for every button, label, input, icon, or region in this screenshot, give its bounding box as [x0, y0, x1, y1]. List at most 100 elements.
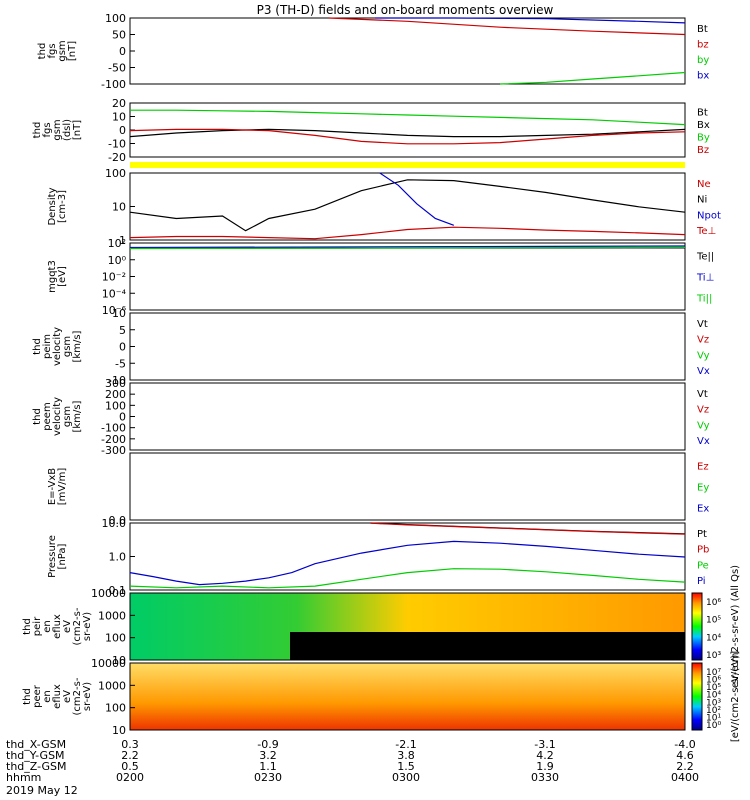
fgs_gsm-legend-bz: bz	[697, 39, 709, 50]
pressure-series-Pb	[370, 522, 686, 535]
density-legend-Ne: Ne	[697, 179, 711, 190]
temperature-ytick-4: 10⁻⁶	[102, 304, 127, 317]
peir_eflux-cbar-tick-1: 10⁵	[706, 616, 721, 626]
peem_velocity-ytick-1: 200	[105, 388, 126, 401]
xaxis-value-0-1: -0.9	[257, 738, 278, 751]
peem_velocity-legend-Vt: Vt	[697, 389, 708, 400]
temperature-ytick-0: 10²	[108, 237, 126, 250]
density-series-Npot	[379, 172, 455, 226]
xaxis-value-0-4: -4.0	[674, 738, 695, 751]
peer_eflux-ytick-2: 100	[105, 702, 126, 715]
peir_eflux-cbar-tick-0: 10⁶	[706, 598, 721, 608]
fgs_gsm-ytick-2: 0	[119, 45, 126, 58]
temperature-ytick-3: 10⁻⁴	[102, 287, 127, 300]
peer_eflux-cbar-tick-2: 10⁵	[706, 683, 721, 693]
peim_velocity-ylabel-4: [km/s]	[72, 330, 83, 362]
pressure-legend-Pe: Pe	[697, 560, 709, 571]
panel-efield-frame	[129, 452, 686, 521]
peer_eflux-ylabel-4: eV	[62, 690, 73, 703]
peir_eflux-cbar-label: eV/(cm2-s-sr-eV) (All Qs)	[730, 565, 741, 688]
fgs_gsm-series-bz	[328, 17, 686, 36]
peem_velocity-ylabel-0: thd	[32, 408, 43, 425]
peer_eflux-cbar-tick-4: 10³	[706, 698, 721, 708]
pressure-legend-Pb: Pb	[697, 545, 709, 556]
date-label: 2019 May 12	[6, 784, 78, 797]
density-legend-Ni: Ni	[697, 195, 707, 206]
fgs_gsm_dsl-legend-Bz: Bz	[697, 145, 709, 156]
peir_eflux-ytick-2: 100	[105, 632, 126, 645]
peim_velocity-ylabel-3: gsm	[62, 336, 73, 357]
peer_eflux-ytick-0: 10000	[91, 657, 126, 670]
temperature-legend-Ti⊥: Ti⊥	[696, 273, 714, 284]
peem_velocity-ylabel-2: velocity	[52, 397, 63, 436]
fgs_gsm_dsl-ytick-1: 10	[112, 111, 126, 124]
pressure-ytick-1: 1.0	[109, 551, 127, 564]
peer_eflux-ylabel-5: (cm2-s-	[72, 677, 83, 715]
peer_eflux-cbar-label: [eV/(cm2-s-sr-eV)]	[730, 651, 741, 742]
density-legend-Te⊥: Te⊥	[696, 226, 716, 237]
density-ylabel-0: Density	[47, 187, 58, 225]
peir_eflux-cbar-tick-2: 10⁴	[706, 633, 721, 643]
pressure-ytick-0: 10.0	[102, 517, 127, 530]
xaxis-value-3-1: 0230	[254, 771, 282, 784]
fgs_gsm-legend-by: by	[697, 55, 709, 66]
peer_eflux-cbar-tick-3: 10⁴	[706, 691, 721, 701]
fgs_gsm_dsl-ylabel-2: gsm	[52, 119, 63, 140]
fgs_gsm_dsl-ylabel-3: (dsl)	[62, 119, 73, 141]
xaxis-value-2-0: 0.5	[121, 760, 139, 773]
xaxis-row-label-1: thd_Y-GSM	[6, 749, 65, 762]
density-ytick-2: 1	[119, 234, 126, 247]
temperature-legend-Te||: Te||	[696, 252, 714, 263]
fgs_gsm_dsl-legend-Bx: Bx	[697, 120, 710, 131]
density-series-Ni	[129, 179, 686, 232]
peer_eflux-ytick-3: 10	[112, 724, 126, 737]
xaxis-row-label-3: hhmm	[6, 771, 41, 784]
xaxis-value-1-1: 3.2	[259, 749, 277, 762]
xaxis-value-1-4: 4.6	[676, 749, 694, 762]
peer_eflux-cbar-tick-7: 10⁰	[706, 721, 721, 731]
peir_eflux-ylabel-4: eV	[62, 620, 73, 633]
density-ylabel-1: [cm-3]	[57, 190, 68, 223]
peim_velocity-ytick-0: 10	[112, 307, 126, 320]
pressure-legend-Pi: Pi	[697, 576, 706, 587]
peem_velocity-legend-Vx: Vx	[697, 436, 710, 447]
panel-pressure-frame	[129, 522, 686, 591]
peem_velocity-ytick-0: 300	[105, 377, 126, 390]
peim_velocity-ylabel-1: peim	[42, 334, 53, 359]
fgs_gsm-legend-bx: bx	[697, 70, 709, 81]
xaxis-value-2-2: 1.5	[397, 760, 415, 773]
peir_eflux-ytick-3: 10	[112, 654, 126, 667]
peem_velocity-ytick-3: 0	[119, 411, 126, 424]
peem_velocity-ylabel-1: peem	[42, 402, 53, 430]
xaxis-value-2-4: 2.2	[676, 760, 694, 773]
peim_velocity-ytick-2: 0	[119, 341, 126, 354]
peer_eflux-cbar-tick-6: 10¹	[706, 713, 721, 723]
peim_velocity-ylabel-2: velocity	[52, 327, 63, 366]
peim_velocity-ylabel-0: thd	[32, 338, 43, 355]
pressure-series-Pe	[129, 568, 686, 589]
peer_eflux-ylabel-0: thd	[22, 688, 33, 705]
peir_eflux-ylabel-6: sr-eV)	[82, 612, 93, 641]
peem_velocity-ytick-6: -300	[101, 444, 126, 457]
fgs_gsm-series-by	[499, 71, 686, 85]
temperature-ytick-2: 10⁻²	[102, 271, 126, 284]
peir_eflux-ytick-0: 10000	[91, 587, 126, 600]
temperature-ylabel-0: mgqt3	[47, 260, 58, 293]
panel-fgs-gsm-frame	[129, 17, 686, 85]
temperature-legend-Ti||: Ti||	[696, 294, 712, 305]
density-ytick-1: 10	[112, 201, 126, 214]
fgs_gsm-ylabel-2: gsm	[57, 40, 68, 61]
peer-colorbar	[691, 662, 703, 731]
xaxis-value-2-1: 1.1	[259, 760, 277, 773]
peer_eflux-cbar-tick-0: 10⁷	[706, 668, 721, 678]
panel-temperature-frame	[129, 242, 686, 311]
fgs_gsm-ylabel-3: [nT]	[67, 41, 78, 61]
density-ytick-0: 100	[105, 167, 126, 180]
peir_eflux-ytick-1: 1000	[98, 609, 126, 622]
xaxis-value-0-3: -3.1	[534, 738, 555, 751]
peir-low-energy-black-region	[290, 632, 685, 660]
efield-ytick-0: 0.0	[109, 514, 127, 527]
pressure-legend-Pt: Pt	[697, 529, 707, 540]
xaxis-value-0-2: -2.1	[395, 738, 416, 751]
